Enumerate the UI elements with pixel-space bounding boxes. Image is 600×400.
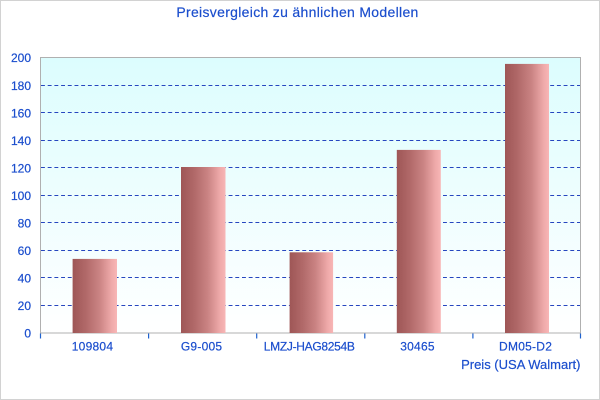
svg-text:40: 40 — [18, 271, 32, 285]
svg-text:20: 20 — [18, 299, 32, 313]
svg-text:109804: 109804 — [72, 340, 114, 354]
svg-text:30465: 30465 — [400, 340, 435, 354]
svg-text:140: 140 — [11, 134, 31, 148]
svg-text:200: 200 — [11, 51, 31, 65]
svg-text:60: 60 — [18, 244, 32, 258]
svg-text:G9-005: G9-005 — [181, 340, 223, 354]
svg-text:Preisvergleich zu ähnlichen Mo: Preisvergleich zu ähnlichen Modellen — [176, 4, 418, 20]
svg-text:DM05-D2: DM05-D2 — [499, 340, 552, 354]
svg-text:Preis (USA Walmart): Preis (USA Walmart) — [461, 357, 580, 372]
svg-text:80: 80 — [18, 216, 32, 230]
svg-text:0: 0 — [24, 326, 31, 340]
svg-text:LMZJ-HAG8254B: LMZJ-HAG8254B — [264, 340, 355, 354]
svg-text:100: 100 — [11, 189, 31, 203]
svg-text:120: 120 — [11, 161, 31, 175]
svg-text:180: 180 — [11, 79, 31, 93]
svg-text:160: 160 — [11, 106, 31, 120]
